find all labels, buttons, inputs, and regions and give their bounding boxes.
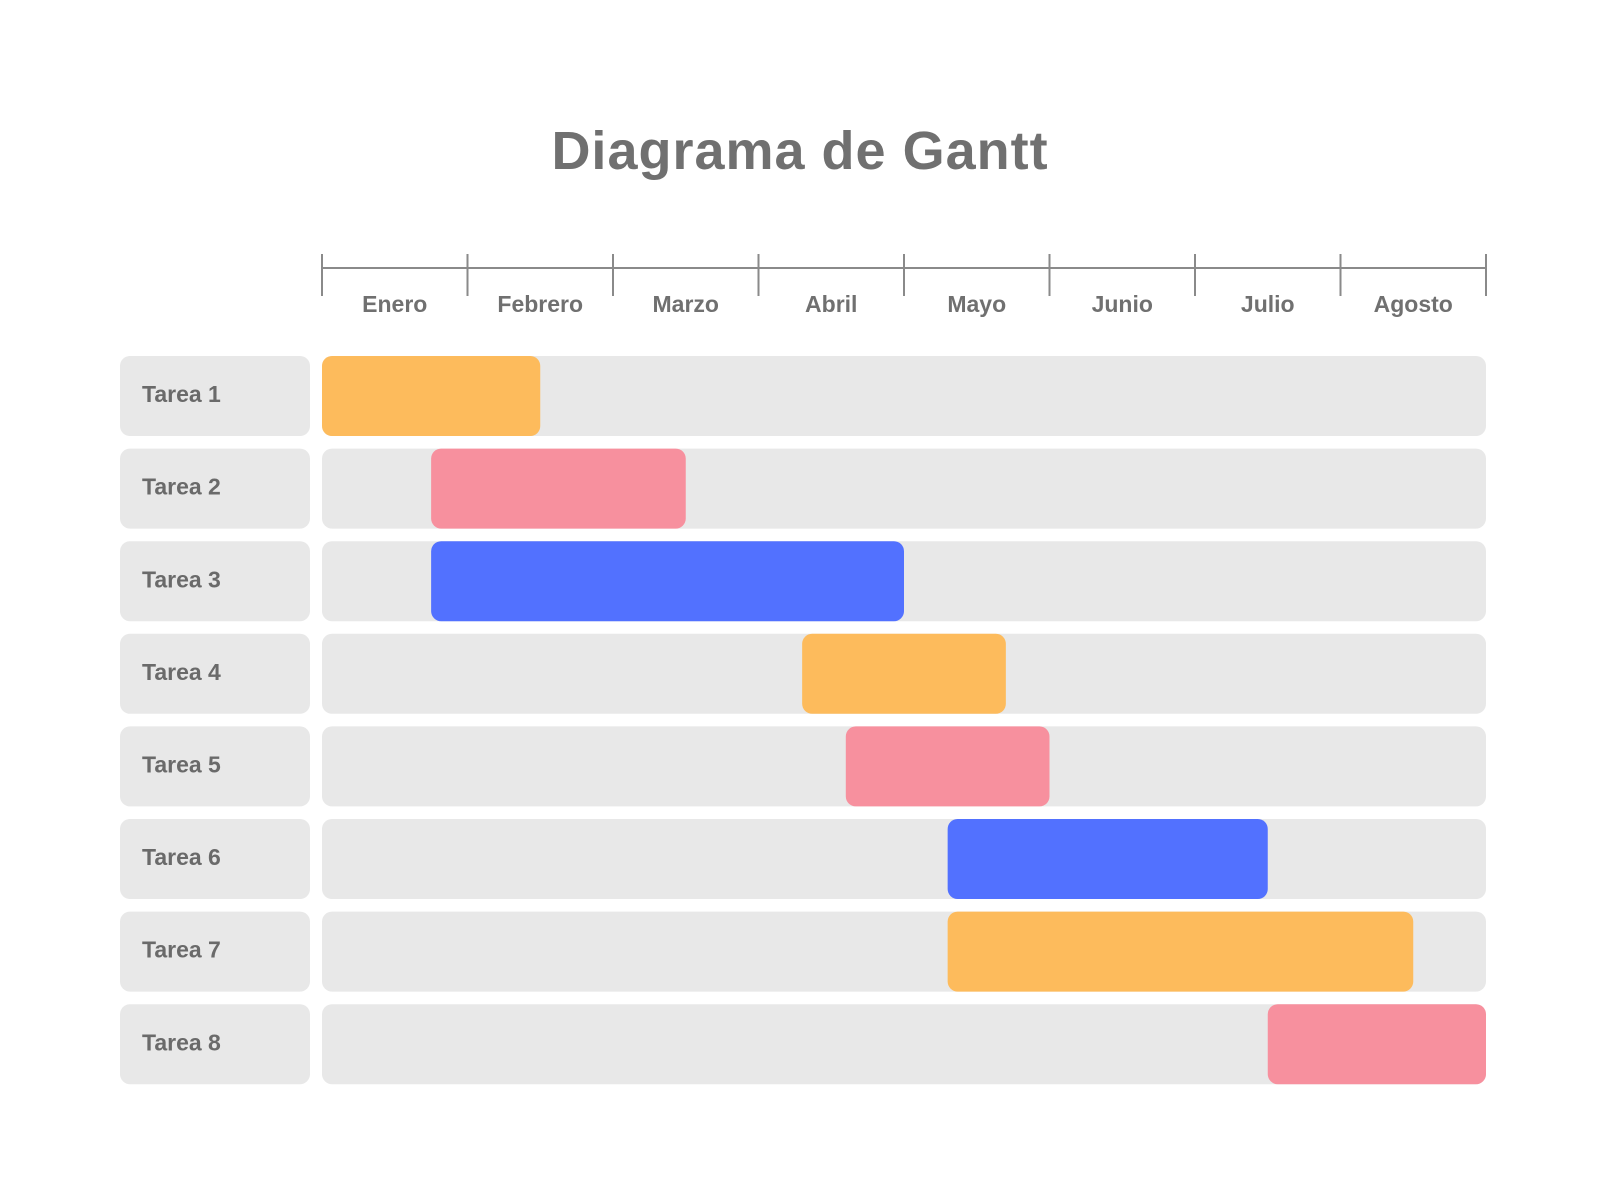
task-bar	[802, 633, 1006, 714]
task-label: Tarea 8	[142, 1029, 221, 1055]
task-track	[322, 1004, 1486, 1085]
month-label: Enero	[362, 291, 427, 317]
task-label-box	[120, 1004, 310, 1085]
month-label: Abril	[805, 291, 857, 317]
month-label: Febrero	[497, 291, 583, 317]
task-label: Tarea 3	[142, 566, 221, 592]
task-label: Tarea 1	[142, 381, 221, 407]
task-label-box	[120, 819, 310, 899]
task-label-box	[120, 726, 310, 807]
task-label: Tarea 4	[142, 659, 221, 685]
task-bar	[431, 541, 904, 622]
task-label: Tarea 7	[142, 937, 221, 963]
month-label: Julio	[1241, 291, 1295, 317]
task-label: Tarea 6	[142, 844, 221, 870]
chart-title: Diagrama de Gantt	[551, 121, 1049, 181]
month-label: Agosto	[1374, 291, 1453, 317]
task-track	[322, 356, 1486, 436]
task-bar	[947, 911, 1414, 992]
timeline-axis: Enero Febrero Marzo Abril Mayo Junio Julio Agos…	[321, 254, 1487, 317]
task-bar	[431, 448, 686, 529]
task-label-box	[120, 541, 310, 622]
task-label-box	[120, 356, 310, 436]
month-label: Mayo	[947, 291, 1006, 317]
task-bar	[1267, 1004, 1486, 1085]
task-track	[322, 819, 1486, 899]
task-bar	[947, 819, 1268, 899]
task-label-box	[120, 633, 310, 714]
task-label: Tarea 2	[142, 474, 221, 500]
month-label: Marzo	[653, 291, 719, 317]
task-bar	[322, 356, 541, 436]
month-label: Junio	[1092, 291, 1153, 317]
task-bar	[845, 726, 1050, 807]
task-bars	[322, 356, 1486, 1085]
task-label-box	[120, 911, 310, 992]
task-label-box	[120, 448, 310, 529]
task-labels: Tarea 1 Tarea 2 Tarea 3 Tarea 4 Tarea 5 Tarea…	[120, 356, 310, 1085]
task-label: Tarea 5	[142, 751, 221, 777]
